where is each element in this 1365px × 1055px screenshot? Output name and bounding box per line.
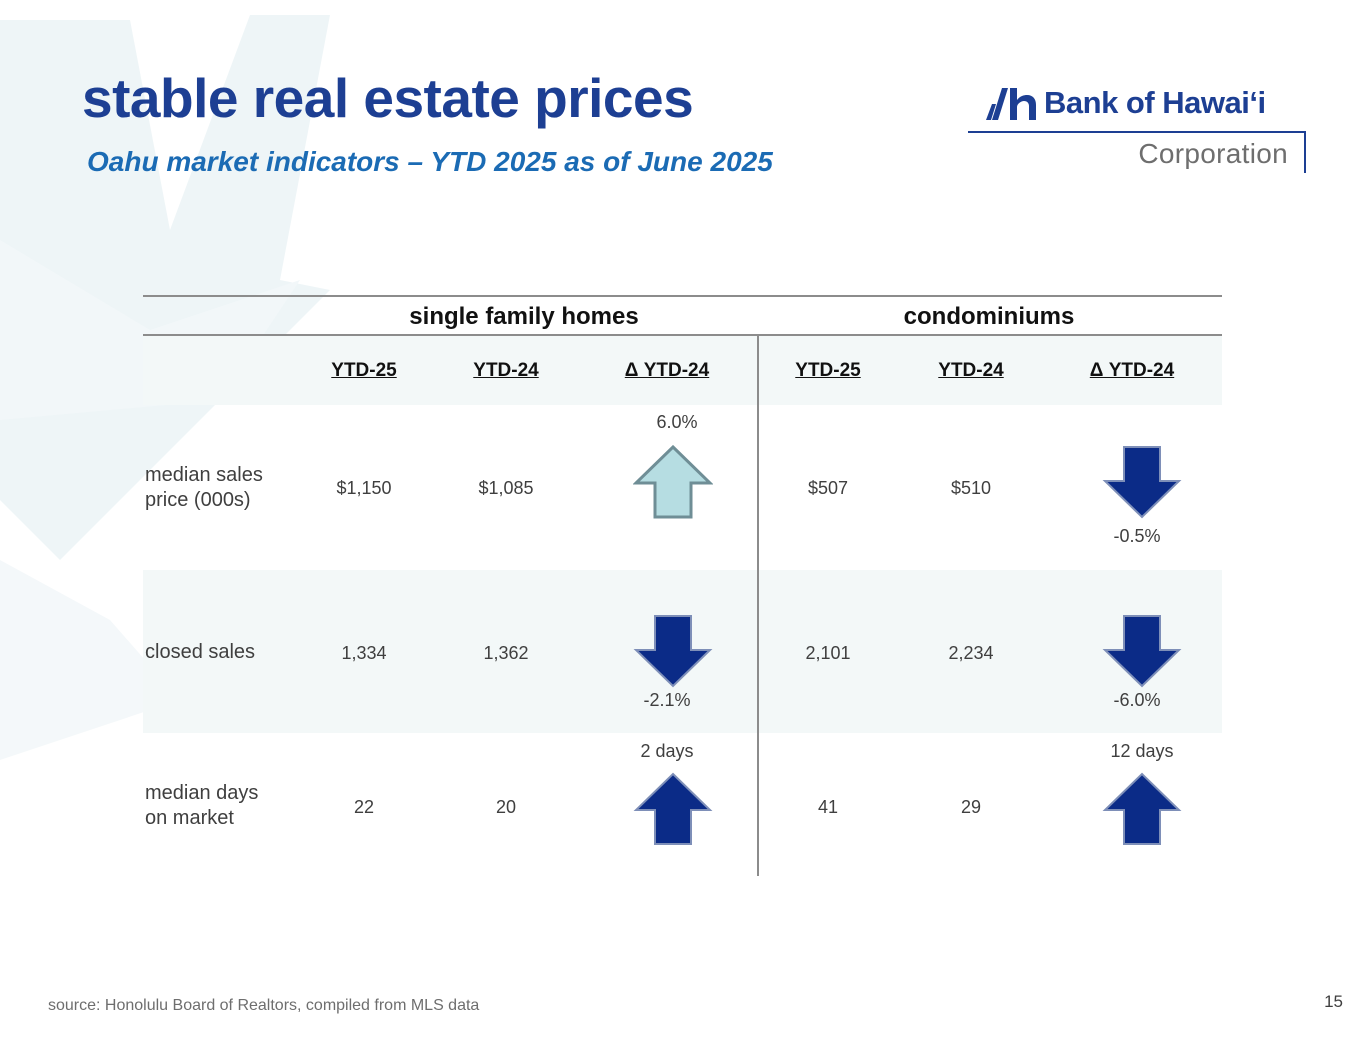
cell-sfh-ytd24: 20 — [495, 797, 517, 817]
column-header-condo-ytd24: YTD-24 — [938, 360, 1004, 381]
column-header-sfh-ytd24: YTD-24 — [473, 360, 539, 381]
cell-condo-ytd25: $507 — [807, 478, 849, 498]
page-subtitle: Oahu market indicators – YTD 2025 as of … — [87, 146, 773, 177]
cell-sfh-delta: -2.1% — [643, 690, 691, 710]
cell-sfh-ytd24: $1,085 — [478, 478, 534, 498]
cell-sfh-ytd25: 1,334 — [341, 643, 387, 663]
cell-condo-delta: -0.5% — [1113, 526, 1161, 546]
page-title: stable real estate prices — [82, 67, 694, 129]
cell-sfh-ytd25: $1,150 — [336, 478, 392, 498]
cell-sfh-ytd25: 22 — [353, 797, 375, 817]
arrow-down-icon — [1102, 446, 1182, 519]
bank-corporation-label: Corporation — [1138, 138, 1288, 169]
group-header-condominiums: condominiums — [903, 303, 1075, 330]
cell-condo-ytd24: $510 — [950, 478, 992, 498]
arrow-down-icon — [1102, 615, 1182, 688]
bank-of-hawaii-logo: Bank of Hawai‘i Corporation — [968, 80, 1310, 176]
row-label-median-sales-price: median sales price (000s) — [145, 463, 263, 513]
row-label-line: median days — [145, 782, 259, 804]
row-label-line: on market — [145, 807, 234, 829]
cell-condo-delta: 12 days — [1110, 741, 1174, 761]
cell-condo-ytd24: 29 — [960, 797, 982, 817]
arrow-down-icon — [633, 615, 713, 688]
group-header-single-family: single family homes — [409, 303, 639, 330]
logo-divider-vertical — [1304, 131, 1306, 173]
cell-sfh-delta: 2 days — [640, 741, 694, 761]
column-header-sfh-delta: Δ YTD-24 — [624, 360, 710, 381]
cell-condo-delta: -6.0% — [1113, 690, 1161, 710]
arrow-up-icon — [1102, 772, 1182, 845]
page-number: 15 — [1324, 992, 1343, 1011]
bank-name: Bank of Hawai‘i — [1044, 85, 1266, 120]
row-label-line: price (000s) — [145, 489, 251, 511]
cell-condo-ytd25: 2,101 — [805, 643, 851, 663]
arrow-up-icon — [633, 772, 713, 845]
table-group-rule — [143, 334, 1222, 336]
cell-condo-ytd24: 2,234 — [948, 643, 994, 663]
cell-condo-ytd25: 41 — [817, 797, 839, 817]
row-label-closed-sales: closed sales — [145, 641, 256, 663]
table-top-rule — [143, 295, 1222, 297]
column-header-condo-delta: Δ YTD-24 — [1089, 360, 1175, 381]
source-note: source: Honolulu Board of Realtors, comp… — [48, 997, 480, 1014]
bank-logo-mark-icon — [986, 88, 1036, 120]
market-indicators-table: single family homes condominiums YTD-25 … — [143, 295, 1222, 877]
table-group-separator — [757, 336, 759, 876]
arrow-up-icon — [633, 445, 713, 519]
column-header-sfh-ytd25: YTD-25 — [331, 360, 397, 381]
row-label-line: median sales — [145, 464, 263, 486]
cell-sfh-delta: 6.0% — [656, 412, 698, 432]
cell-sfh-ytd24: 1,362 — [483, 643, 529, 663]
row-label-median-days-on-market: median days on market — [145, 781, 258, 831]
logo-divider — [968, 131, 1306, 133]
column-header-condo-ytd25: YTD-25 — [795, 360, 861, 381]
column-header-band — [143, 336, 1222, 405]
